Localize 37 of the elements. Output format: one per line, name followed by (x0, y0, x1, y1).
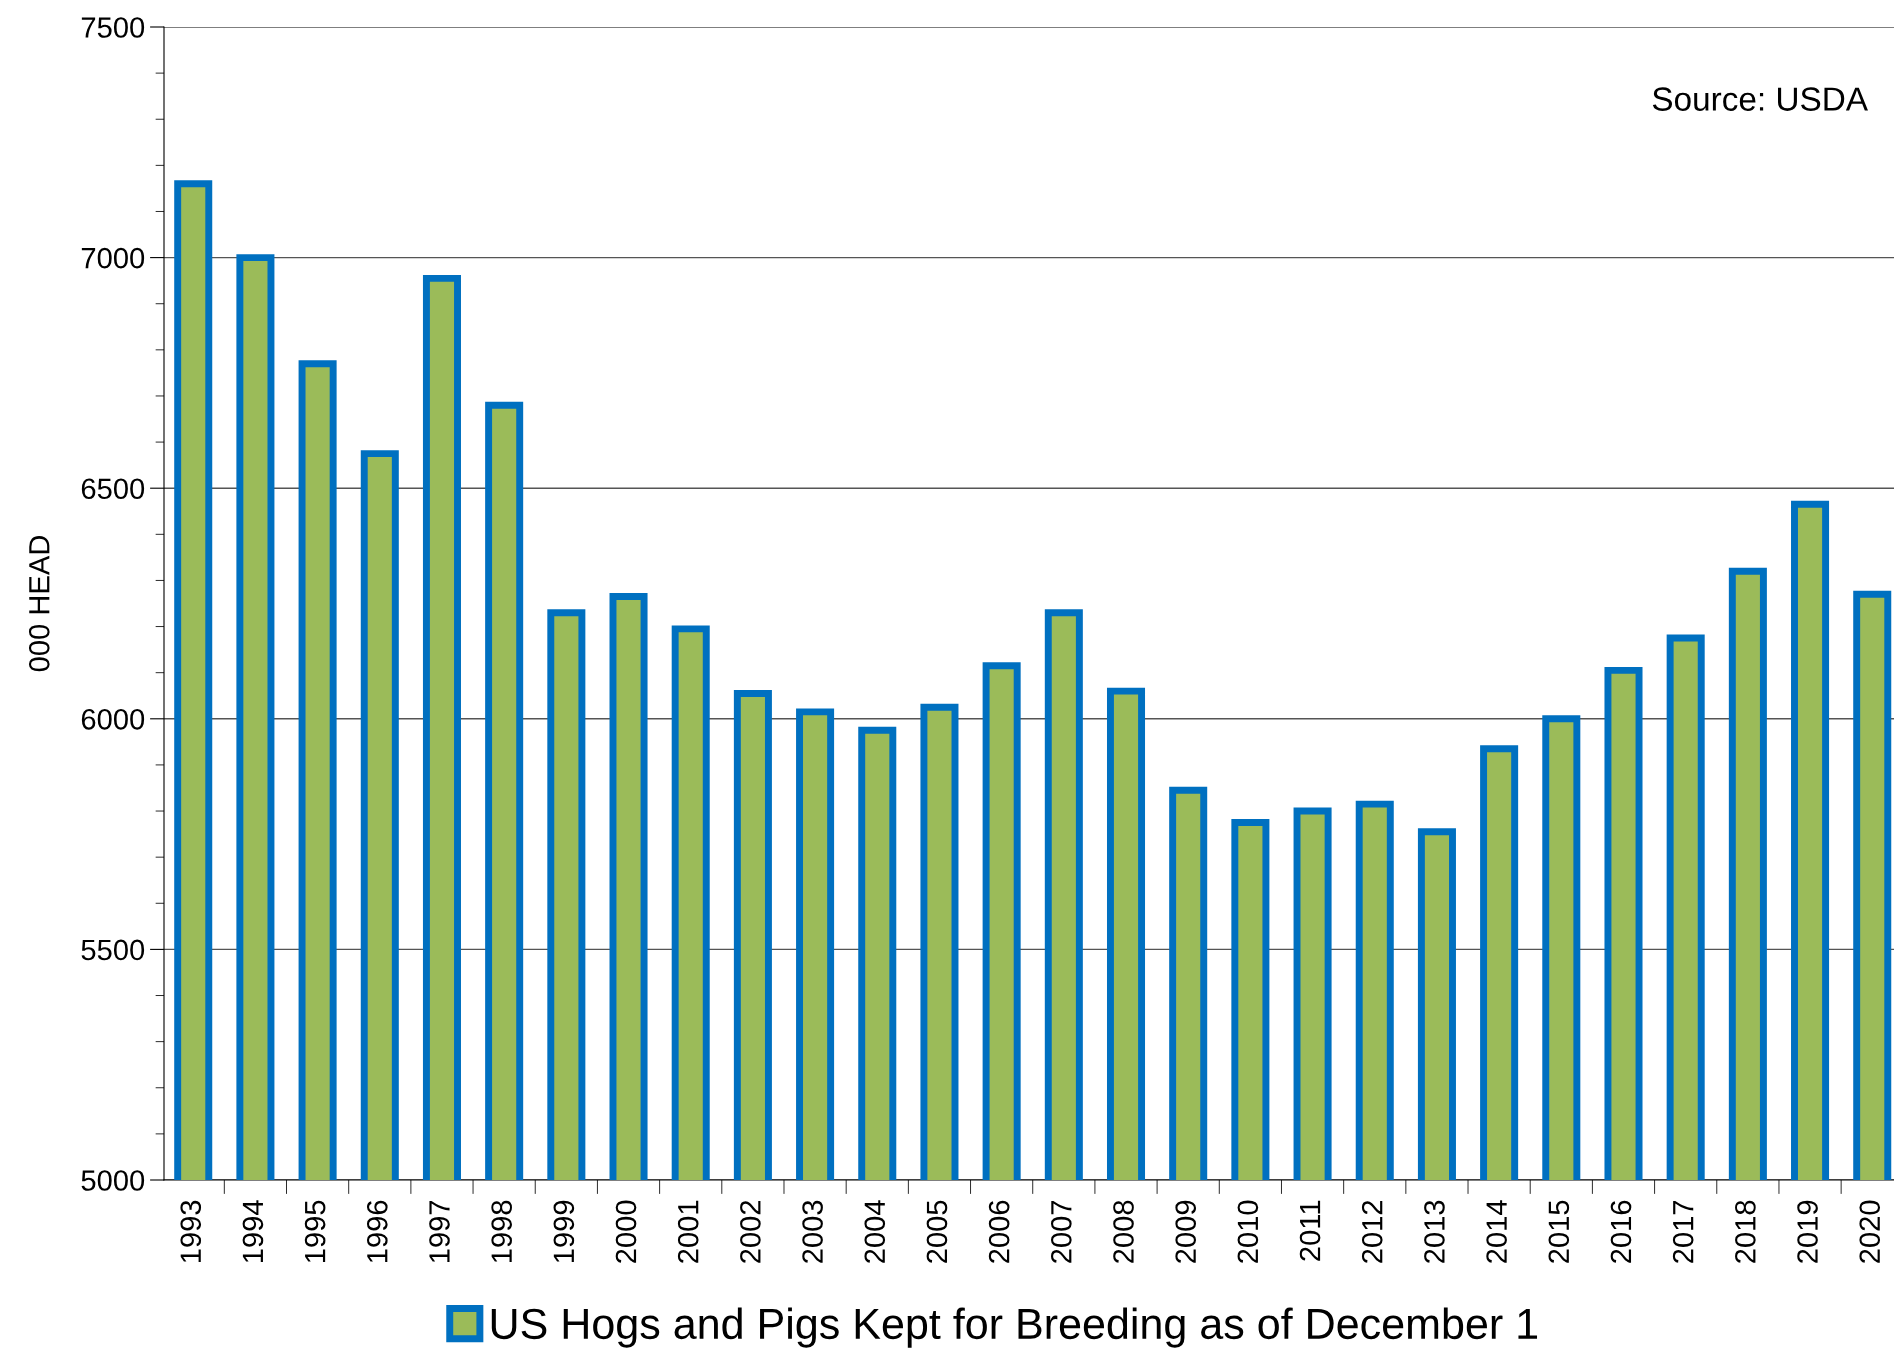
x-tick-label: 2003 (802, 1200, 823, 1263)
x-tick-label: 1996 (366, 1200, 388, 1263)
x-tick-label: 2005 (926, 1200, 948, 1263)
x-tick-label: 2004 (864, 1200, 886, 1263)
legend-label: US Hogs and Pigs Kept for Breeding as of December 1 (491, 1307, 1538, 1348)
x-tick-label: 1999 (553, 1200, 575, 1263)
x-tick-label: 2011 (1299, 1200, 1321, 1261)
y-tick-label: 7000 (81, 247, 145, 269)
x-tick-label: 1993 (180, 1200, 202, 1263)
x-tick-label: 2006 (988, 1200, 1010, 1263)
x-tick-label: 2018 (1735, 1200, 1756, 1263)
x-tick-label: 2007 (1051, 1200, 1072, 1263)
y-tick-label: 5000 (81, 1170, 145, 1191)
y-tick-label: 7500 (81, 17, 145, 38)
x-tick-label: 2014 (1486, 1200, 1507, 1263)
x-tick-label: 2009 (1175, 1200, 1197, 1263)
x-tick-label: 2012 (1361, 1200, 1383, 1263)
x-tick-label: 2002 (740, 1200, 761, 1263)
y-tick-label: 6500 (81, 478, 145, 500)
x-tick-label: 1997 (429, 1200, 450, 1263)
x-tick-label: 2001 (677, 1200, 699, 1263)
x-tick-label: 2017 (1672, 1200, 1694, 1263)
x-tick-label: 2013 (1424, 1200, 1445, 1263)
x-tick-label: 2008 (1113, 1200, 1134, 1263)
y-axis-title: 000 HEAD (28, 535, 50, 672)
x-tick-label: 1998 (491, 1200, 512, 1263)
x-tick-label: 2015 (1548, 1200, 1570, 1263)
x-tick-label: 2010 (1237, 1200, 1259, 1263)
x-tick-label: 2016 (1610, 1200, 1632, 1263)
x-tick-label: 2020 (1859, 1200, 1881, 1263)
annotation: Source: USDA (1652, 87, 1868, 111)
x-tick-label: 2000 (615, 1200, 637, 1263)
x-tick-label: 2019 (1797, 1200, 1818, 1263)
x-tick-label: 1994 (242, 1200, 264, 1263)
y-tick-label: 6000 (81, 709, 145, 730)
y-tick-label: 5500 (81, 939, 145, 961)
x-tick-label: 1995 (304, 1200, 326, 1263)
